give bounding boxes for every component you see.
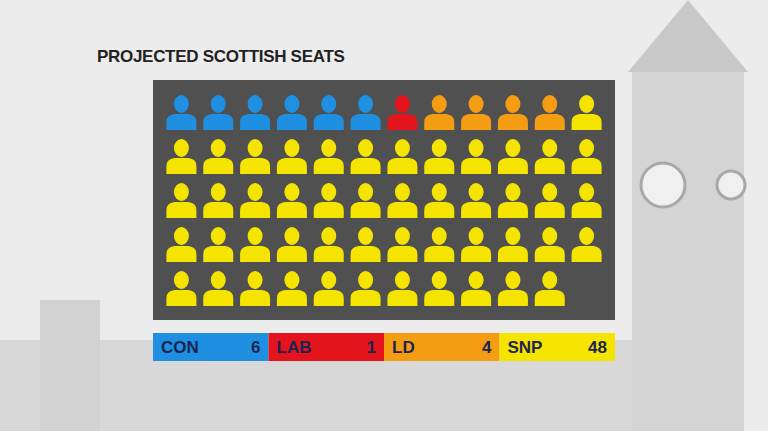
seat-icon bbox=[461, 183, 491, 218]
seat-icon bbox=[535, 183, 565, 218]
panel bbox=[153, 80, 615, 320]
seat-icon bbox=[498, 227, 528, 262]
seat-icon bbox=[203, 271, 233, 306]
seat-icon bbox=[351, 95, 381, 130]
data-label: 1 bbox=[367, 338, 376, 357]
seat-icon bbox=[240, 227, 270, 262]
seat-icon bbox=[277, 227, 307, 262]
seat-icon bbox=[203, 95, 233, 130]
seat-icon bbox=[314, 139, 344, 174]
seat-icon bbox=[387, 139, 417, 174]
tower bbox=[632, 70, 744, 431]
seat-icon bbox=[166, 227, 196, 262]
seat-icon bbox=[498, 183, 528, 218]
legend-swatch bbox=[153, 333, 269, 361]
seat-icon bbox=[387, 183, 417, 218]
legend-label: SNP bbox=[508, 338, 543, 357]
seat-icon bbox=[535, 95, 565, 130]
seat-icon bbox=[424, 139, 454, 174]
seat-icon bbox=[535, 271, 565, 306]
seat-icon bbox=[351, 139, 381, 174]
legend-item: LD 4 bbox=[384, 333, 500, 361]
legend-label: CON bbox=[161, 338, 199, 357]
seat-icon bbox=[277, 183, 307, 218]
seat-icon bbox=[498, 139, 528, 174]
seat-icon bbox=[572, 95, 602, 130]
tower-roof bbox=[628, 0, 748, 72]
backdrop bbox=[0, 0, 768, 431]
seat-icon bbox=[166, 95, 196, 130]
seat-icon bbox=[424, 95, 454, 130]
seat-icon bbox=[387, 95, 417, 130]
seat-icon bbox=[387, 271, 417, 306]
seat-icon bbox=[240, 183, 270, 218]
data-label: 48 bbox=[588, 338, 607, 357]
data-label: 6 bbox=[251, 338, 260, 357]
seat-icon bbox=[461, 139, 491, 174]
seat-icon bbox=[314, 95, 344, 130]
building bbox=[40, 300, 100, 431]
seat-icon bbox=[203, 139, 233, 174]
seat-icon bbox=[314, 183, 344, 218]
chart: PROJECTED SCOTTISH SEATS CON 6 LAB 1 LD 4 SNP 48 bbox=[0, 0, 768, 431]
seat-icon bbox=[277, 95, 307, 130]
seat-icon bbox=[498, 95, 528, 130]
seat-icon bbox=[572, 227, 602, 262]
background bbox=[0, 0, 768, 431]
legend-label: LAB bbox=[277, 338, 312, 357]
seat-icon bbox=[424, 227, 454, 262]
legend: CON 6 LAB 1 LD 4 SNP 48 bbox=[153, 333, 615, 361]
seat-icon bbox=[277, 139, 307, 174]
title: PROJECTED SCOTTISH SEATS bbox=[97, 47, 345, 66]
seat-icon bbox=[387, 227, 417, 262]
seat-icon bbox=[461, 95, 491, 130]
seat-icon bbox=[351, 227, 381, 262]
seat-icon bbox=[572, 139, 602, 174]
legend-label: LD bbox=[392, 338, 415, 357]
seat-icon bbox=[535, 139, 565, 174]
seat-icon bbox=[351, 271, 381, 306]
seat-icon bbox=[240, 95, 270, 130]
seat-icon bbox=[498, 271, 528, 306]
plot-area bbox=[166, 95, 601, 306]
seat-icon bbox=[166, 183, 196, 218]
seat-icon bbox=[166, 271, 196, 306]
seat-icon bbox=[240, 139, 270, 174]
seat-icon bbox=[351, 183, 381, 218]
seat-icon bbox=[166, 139, 196, 174]
legend-item: LAB 1 bbox=[269, 333, 385, 361]
seat-icon bbox=[314, 271, 344, 306]
seat-icon bbox=[461, 271, 491, 306]
seat-icon bbox=[424, 183, 454, 218]
seat-icon bbox=[535, 227, 565, 262]
seat-icon bbox=[203, 227, 233, 262]
clock bbox=[641, 163, 685, 207]
data-label: 4 bbox=[482, 338, 492, 357]
legend-item: SNP 48 bbox=[500, 333, 616, 361]
legend-swatch bbox=[500, 333, 616, 361]
seat-icon bbox=[314, 227, 344, 262]
legend-swatch bbox=[269, 333, 385, 361]
legend-item: CON 6 bbox=[153, 333, 269, 361]
seat-icon bbox=[424, 271, 454, 306]
seat-icon bbox=[277, 271, 307, 306]
seat-icon bbox=[572, 183, 602, 218]
clock bbox=[717, 171, 745, 199]
seat-icon bbox=[461, 227, 491, 262]
seat-icon bbox=[203, 183, 233, 218]
seat-icon bbox=[240, 271, 270, 306]
legend-swatch bbox=[384, 333, 500, 361]
